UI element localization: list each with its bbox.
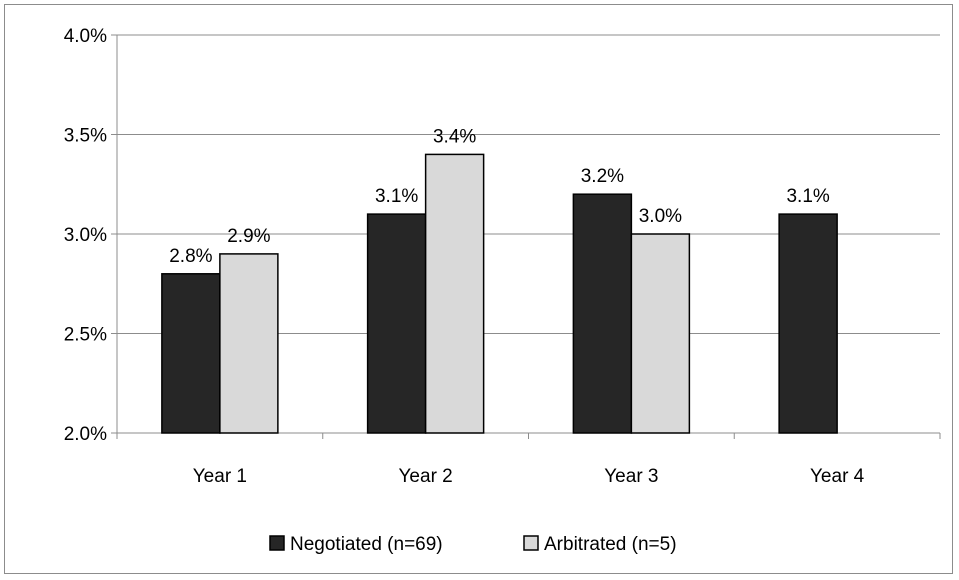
x-tick-label: Year 2 — [399, 466, 453, 487]
legend-arbitrated-swatch — [523, 535, 539, 551]
data-label: 2.8% — [169, 246, 212, 267]
bar-negotiated — [572, 193, 633, 434]
data-label: 3.2% — [581, 166, 624, 187]
y-tick-label: 2.5% — [64, 325, 107, 346]
bar-arbitrated — [219, 253, 279, 434]
data-label: 3.4% — [433, 126, 476, 147]
bar-negotiated — [161, 273, 221, 434]
data-label: 3.1% — [786, 186, 829, 207]
legend-negotiated-label: Negotiated (n=69) — [290, 534, 443, 555]
bars — [161, 153, 838, 434]
y-tick-label: 3.5% — [64, 126, 107, 147]
bar-negotiated — [366, 213, 427, 434]
y-tick-label: 2.0% — [64, 424, 107, 445]
legend-arbitrated-label: Arbitrated (n=5) — [544, 534, 677, 555]
y-tick-label: 3.0% — [64, 225, 107, 246]
x-tick-label: Year 3 — [604, 466, 658, 487]
data-label: 3.1% — [375, 186, 418, 207]
bar-arbitrated — [424, 153, 485, 434]
legend: Negotiated (n=69) Arbitrated (n=5) — [269, 534, 677, 555]
x-tick-label: Year 4 — [810, 466, 865, 487]
bar-arbitrated — [630, 233, 691, 434]
data-label: 2.9% — [227, 226, 270, 247]
y-tick-label: 4.0% — [64, 26, 107, 47]
data-labels: 2.8% 3.1% 3.2% 3.1% 2.9% 3.4% 3.0% — [169, 126, 830, 266]
data-label: 3.0% — [639, 206, 682, 227]
legend-negotiated-swatch — [269, 535, 285, 551]
x-tick-label: Year 1 — [193, 466, 247, 487]
bar-negotiated — [778, 213, 838, 434]
